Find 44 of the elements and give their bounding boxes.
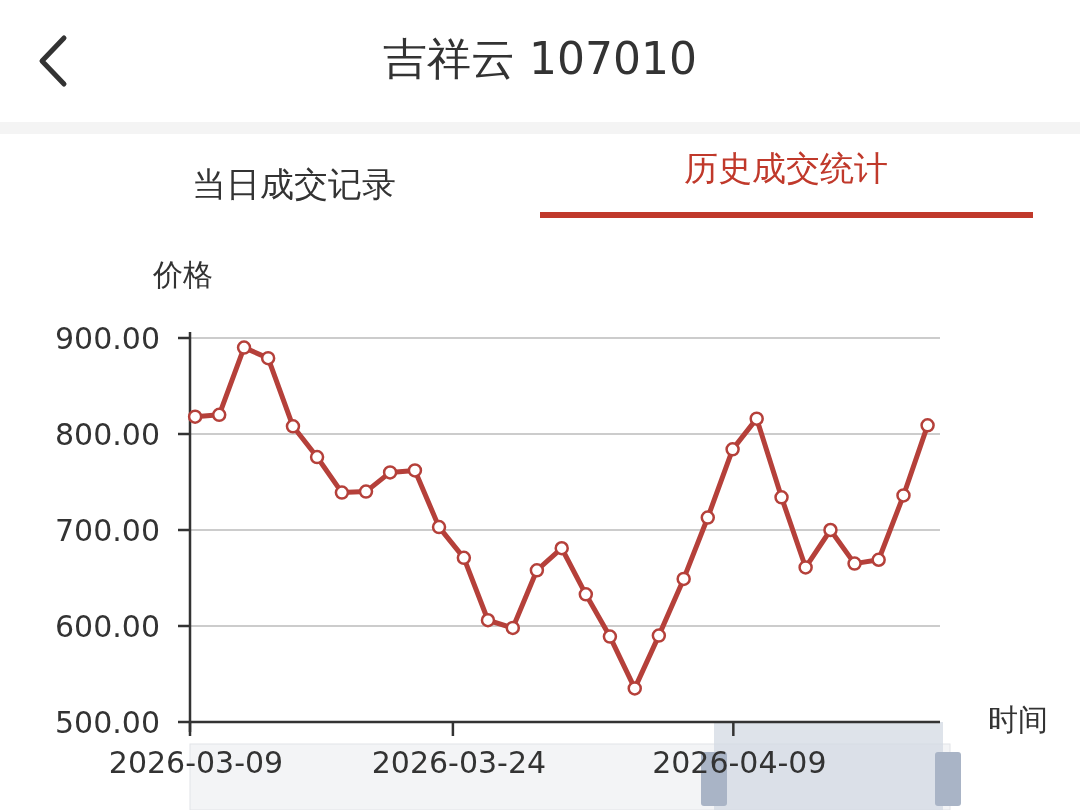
point — [187, 409, 203, 424]
point — [554, 540, 569, 556]
y-tick-label: 800.00 — [55, 417, 160, 452]
point — [676, 571, 691, 587]
y-tick-label: 900.00 — [55, 321, 160, 356]
point — [211, 407, 227, 423]
point — [382, 465, 398, 480]
point — [651, 628, 667, 643]
point — [260, 350, 276, 366]
x-tick-label: 2026-03-09 — [108, 745, 284, 780]
x-axis-title: 时间 — [988, 702, 1048, 737]
point — [407, 463, 423, 478]
x-tick-label: 2026-04-09 — [652, 745, 827, 780]
point — [896, 488, 911, 503]
point — [456, 550, 472, 566]
y-axis-title: 价格 — [152, 257, 213, 292]
y-tick-label: 700.00 — [55, 513, 160, 548]
chart-title: 吉祥云 107010 — [383, 33, 697, 84]
point — [871, 552, 886, 568]
text: 当日成交记录 — [192, 164, 396, 204]
point — [798, 560, 813, 575]
x-tick-label: 2026-03-24 — [371, 745, 547, 780]
point — [334, 485, 350, 500]
point — [505, 620, 521, 636]
point — [920, 418, 935, 433]
point — [529, 563, 545, 578]
point — [285, 419, 301, 434]
text: 历史成交统计 — [684, 148, 888, 188]
y-tick-label: 500.00 — [55, 705, 160, 740]
point — [823, 522, 838, 538]
point — [627, 681, 642, 696]
point — [480, 612, 496, 628]
point — [847, 556, 862, 571]
point — [700, 510, 716, 525]
point — [578, 587, 594, 602]
point — [774, 490, 789, 505]
point — [358, 484, 374, 499]
point — [431, 519, 447, 535]
y-tick-label: 600.00 — [55, 609, 160, 644]
point — [236, 340, 252, 355]
point — [725, 442, 740, 457]
point — [749, 411, 764, 426]
point — [602, 629, 618, 644]
point — [309, 449, 325, 465]
